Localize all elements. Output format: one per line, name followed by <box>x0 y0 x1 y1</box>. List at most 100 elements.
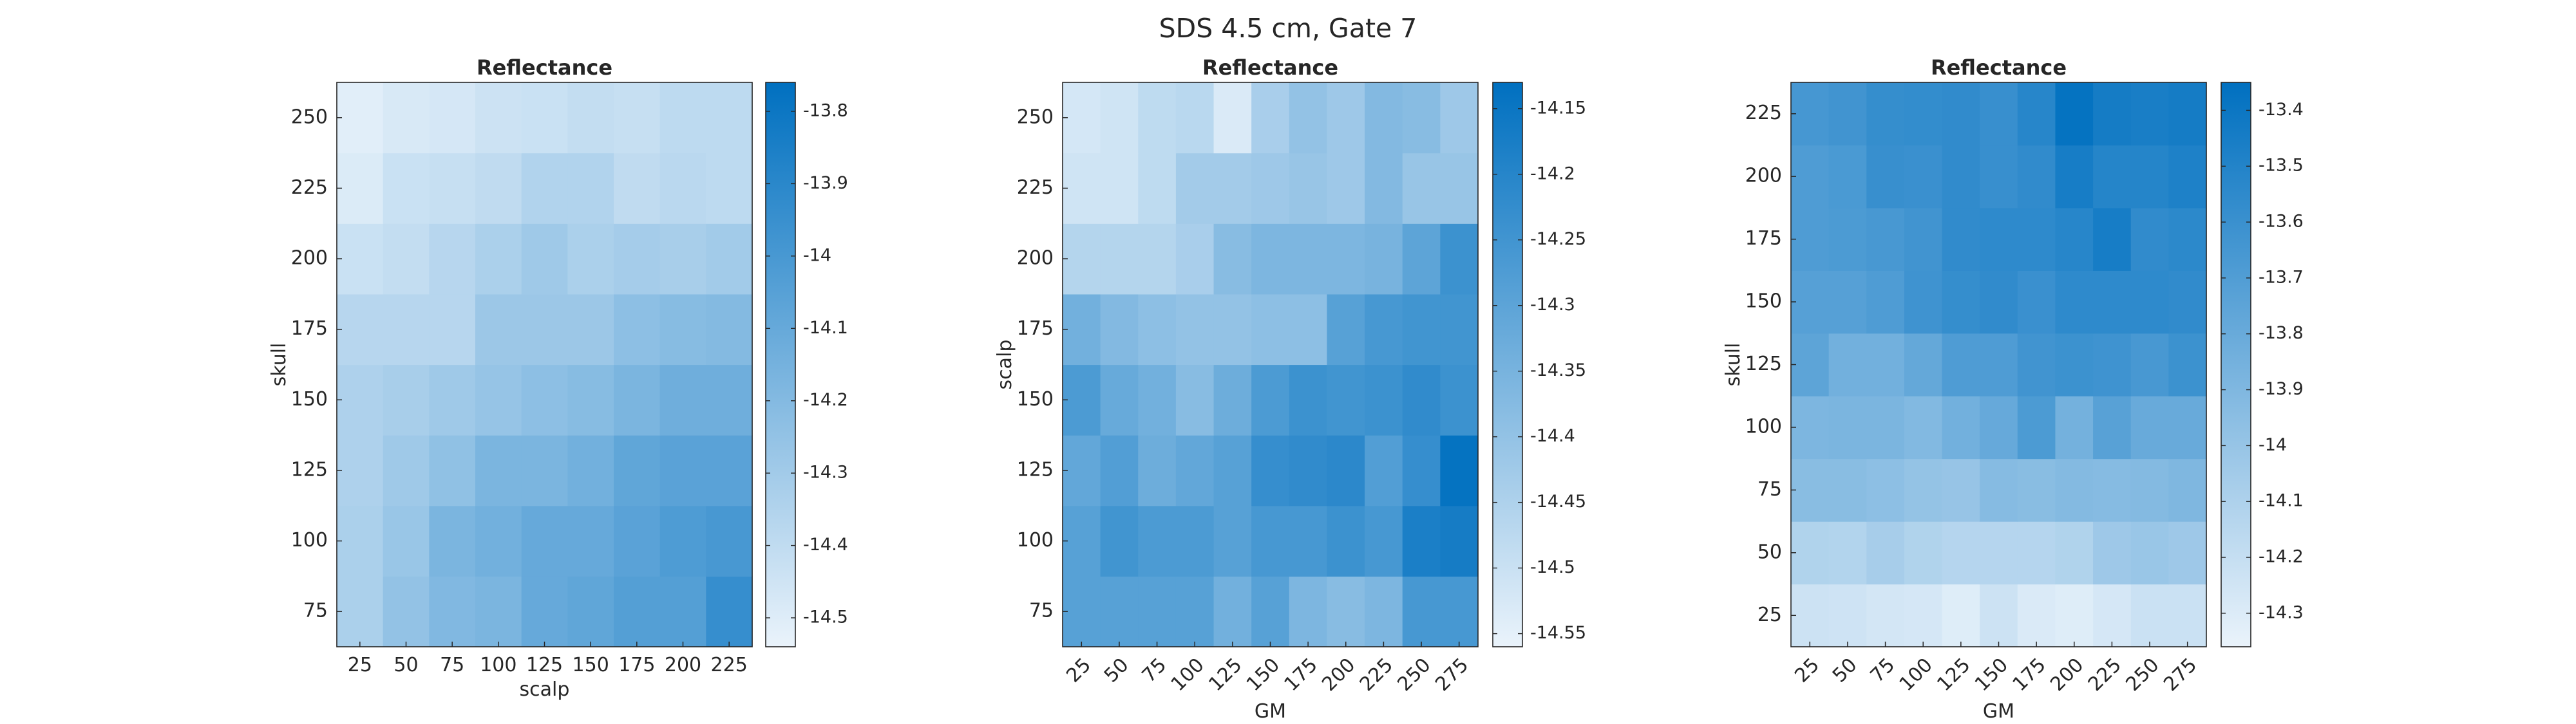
heatmap-cell: -14.31 <box>614 223 661 295</box>
heatmap-cell: -14.22 <box>2130 584 2169 647</box>
heatmap-cell: -14.25 <box>1327 364 1365 436</box>
heatmap-cell: -14.33 <box>337 576 384 647</box>
y-axis-label: skull <box>268 343 290 387</box>
heatmap-cell: -14.29 <box>429 364 476 436</box>
heatmap-cell: -14.27 <box>1251 364 1290 436</box>
heatmap-cell: -14.43 <box>521 82 568 154</box>
y-tick-label: 250 <box>1017 106 1054 128</box>
x-tick-label: 75 <box>440 654 464 676</box>
heatmap-cell: -14.34 <box>337 364 384 436</box>
colorbar-tick-label: -14.45 <box>1530 492 1586 512</box>
heatmap-cell: -13.44 <box>2168 82 2207 146</box>
heatmap-cell: -14.28 <box>1365 435 1403 506</box>
heatmap-cell: -14.26 <box>1440 576 1479 647</box>
heatmap-cell: -14.26 <box>1365 505 1403 577</box>
heatmap-cell: -13.59 <box>1980 82 2018 146</box>
y-axis-label: skull <box>1722 343 1745 387</box>
colorbar-tick-label: -14.1 <box>803 318 848 338</box>
heatmap-cell: -13.55 <box>1980 207 2018 271</box>
y-tick-label: 200 <box>1017 247 1054 270</box>
heatmap-cell: -14.24 <box>1828 584 1867 647</box>
heatmap-cell: -14.44 <box>1175 223 1215 295</box>
heatmap-cell: -14.44 <box>475 82 522 154</box>
heatmap-cell: -14.36 <box>1365 576 1403 647</box>
y-tick-label: 100 <box>1017 529 1054 552</box>
colorbar-tick-label: -14.55 <box>1530 623 1586 643</box>
heatmap-cell: -14.38 <box>1213 223 1252 295</box>
heatmap-cell: -13.59 <box>1866 145 1905 209</box>
colorbar-tick-label: -14 <box>2259 435 2287 455</box>
heatmap-cell: -14.14 <box>475 505 522 577</box>
heatmap-cell: -14.13 <box>706 364 753 436</box>
colorbar-tick-label: -14.3 <box>1530 295 1575 315</box>
heatmap-cell: -14 <box>706 505 753 577</box>
heatmap-cell: -13.6 <box>1904 145 1943 209</box>
heatmap-cell: -14.42 <box>614 82 661 154</box>
colorbar-tick-label: -14.5 <box>1530 557 1575 577</box>
heatmap-cell: -14.28 <box>521 293 568 366</box>
heatmap-cell: -13.85 <box>2055 396 2094 459</box>
heatmap-cell: -14.18 <box>1402 505 1441 577</box>
heatmap-cell: -13.54 <box>2168 207 2207 271</box>
heatmap-cell: -13.67 <box>1828 145 1867 209</box>
colorbar-tick-label: -14.2 <box>803 390 848 410</box>
heatmap-cell: -14.24 <box>429 435 476 506</box>
heatmap-cell: -14.23 <box>1251 435 1290 506</box>
heatmap-cell: -13.69 <box>1866 270 1905 334</box>
heatmap-cell: -14.12 <box>1828 521 1867 585</box>
heatmap-cell: -13.88 <box>1828 396 1867 459</box>
heatmap-cell: -14.23 <box>614 293 661 366</box>
heatmap-cell: -14.29 <box>1213 435 1252 506</box>
heatmap-cell: -14.22 <box>1402 364 1441 436</box>
heatmap-cell: -13.93 <box>2093 458 2132 522</box>
heatmap-cell: -14.29 <box>1213 505 1252 577</box>
colorbar-tick-label: -14.3 <box>2259 602 2304 622</box>
heatmap-cell: -13.51 <box>2093 145 2132 209</box>
y-tick-label: 125 <box>291 458 328 481</box>
heatmap-cell: -14.23 <box>521 364 568 436</box>
heatmap-cell: -13.62 <box>2093 333 2132 396</box>
colorbar-tick-label: -14.5 <box>803 608 848 627</box>
heatmap-cell: -13.8 <box>2168 396 2207 459</box>
heatmap-cell: -14.22 <box>2168 584 2207 647</box>
heatmap-cell: -14.27 <box>383 505 430 577</box>
heatmap-cell: -13.55 <box>2130 270 2169 334</box>
colorbar-tick-label: -14.1 <box>2259 491 2304 511</box>
heatmap-cell: -14.33 <box>1138 435 1177 506</box>
heatmap-cell: -14.43 <box>383 153 430 224</box>
heatmap-cell: -14.38 <box>1402 82 1441 154</box>
heatmap-cell: -14.24 <box>1440 223 1479 295</box>
heatmap-cell: -13.79 <box>1980 396 2018 459</box>
heatmap-cell: -14.31 <box>2055 584 2094 647</box>
heatmap-cell: -14.34 <box>1213 576 1252 647</box>
y-tick-label: 75 <box>303 600 328 622</box>
x-axis-label: scalp <box>520 678 570 701</box>
heatmap-cell: -13.63 <box>1828 82 1867 146</box>
heatmap-cell: -13.56 <box>2017 145 2056 209</box>
heatmap-cell: -14.13 <box>1942 521 1980 585</box>
heatmap-cell: -14.2 <box>706 293 753 366</box>
heatmap-cell: -14.37 <box>1365 153 1403 224</box>
heatmap-cell: -14.4 <box>1213 293 1252 366</box>
heatmap-cell: -14.51 <box>1100 153 1139 224</box>
heatmap-cell: -13.62 <box>1904 270 1943 334</box>
heatmap-cell: -13.69 <box>1980 333 2018 396</box>
colorbar <box>765 82 796 647</box>
colorbar <box>1492 82 1523 647</box>
heatmap-cell: -14.29 <box>1138 576 1177 647</box>
heatmap-cell: -14.35 <box>521 153 568 224</box>
y-tick-label: 175 <box>1017 317 1054 340</box>
colorbar-tick-label: -14.4 <box>803 535 848 555</box>
colorbar-tick-label: -14 <box>803 245 831 265</box>
x-tick-label: 125 <box>526 654 563 676</box>
heatmap-cell: -14.51 <box>1063 153 1101 224</box>
heatmap-cell: -14.32 <box>659 223 706 295</box>
heatmap-cell: -13.72 <box>1791 270 1830 334</box>
heatmap-cell: -13.96 <box>1866 458 1905 522</box>
heatmap-cell: -14.35 <box>567 153 614 224</box>
heatmap-cell: -14.04 <box>659 576 706 647</box>
heatmap-cell: -14.17 <box>1440 505 1479 577</box>
heatmap-cell: -14.26 <box>1866 584 1905 647</box>
heatmap-cell: -14.21 <box>659 293 706 366</box>
heatmap-cell: -14.03 <box>2093 521 2132 585</box>
